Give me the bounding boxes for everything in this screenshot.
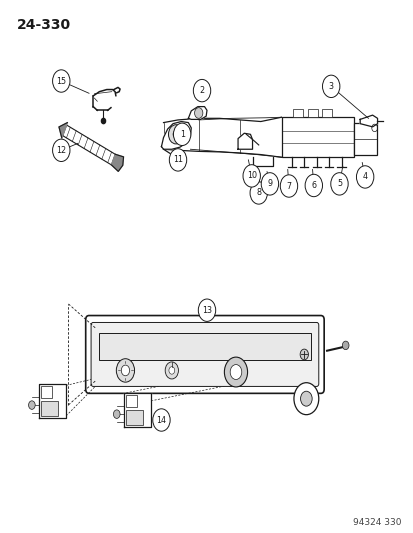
Bar (281, 117, 353, 157)
Text: 14: 14 (156, 416, 166, 424)
Circle shape (261, 173, 278, 195)
Circle shape (198, 299, 215, 321)
Text: 8: 8 (256, 189, 261, 197)
Text: 24-330: 24-330 (17, 18, 71, 31)
Text: 6: 6 (311, 181, 316, 190)
Polygon shape (359, 115, 377, 127)
Circle shape (330, 173, 347, 195)
Text: 7: 7 (286, 182, 291, 190)
Polygon shape (62, 125, 115, 165)
Bar (353, 123, 376, 155)
Bar (99, 333, 310, 360)
Circle shape (173, 131, 178, 138)
Circle shape (224, 357, 247, 387)
Circle shape (249, 182, 267, 204)
Circle shape (322, 75, 339, 98)
FancyBboxPatch shape (85, 316, 323, 393)
Circle shape (242, 165, 260, 187)
Circle shape (52, 70, 70, 92)
Polygon shape (237, 133, 252, 149)
Text: 10: 10 (246, 172, 256, 180)
Text: 4: 4 (362, 173, 367, 181)
Circle shape (173, 123, 190, 146)
Bar (41, 401, 58, 416)
Circle shape (194, 108, 202, 118)
Bar (292, 109, 302, 117)
Text: 13: 13 (202, 306, 211, 314)
Circle shape (293, 383, 318, 415)
Polygon shape (111, 155, 123, 172)
Circle shape (116, 359, 134, 382)
Text: 1: 1 (179, 130, 184, 139)
Bar (321, 109, 331, 117)
Circle shape (342, 341, 348, 350)
Bar (307, 109, 317, 117)
Circle shape (101, 118, 105, 124)
Circle shape (168, 125, 183, 144)
Circle shape (169, 367, 174, 374)
Polygon shape (161, 122, 191, 149)
Polygon shape (39, 384, 66, 418)
Circle shape (280, 175, 297, 197)
Polygon shape (124, 393, 151, 427)
Text: 11: 11 (173, 156, 183, 164)
Circle shape (300, 391, 311, 406)
Polygon shape (252, 157, 273, 166)
FancyBboxPatch shape (91, 322, 318, 386)
Text: 5: 5 (336, 180, 341, 188)
Circle shape (121, 365, 129, 376)
Circle shape (169, 149, 186, 171)
Circle shape (356, 166, 373, 188)
Circle shape (230, 365, 241, 379)
Bar (41, 386, 52, 398)
Circle shape (152, 409, 170, 431)
Text: 3: 3 (328, 82, 333, 91)
Circle shape (113, 410, 120, 418)
Bar (126, 395, 136, 407)
Text: 9: 9 (267, 180, 272, 188)
Polygon shape (188, 107, 206, 119)
Circle shape (299, 349, 308, 360)
Text: 15: 15 (56, 77, 66, 85)
Text: 2: 2 (199, 86, 204, 95)
Circle shape (52, 139, 70, 161)
Text: 94324 330: 94324 330 (352, 518, 401, 527)
Circle shape (165, 362, 178, 379)
Text: 12: 12 (56, 146, 66, 155)
Bar (126, 410, 142, 425)
Circle shape (28, 401, 35, 409)
Circle shape (193, 79, 210, 102)
Polygon shape (59, 123, 67, 138)
Circle shape (304, 174, 322, 197)
